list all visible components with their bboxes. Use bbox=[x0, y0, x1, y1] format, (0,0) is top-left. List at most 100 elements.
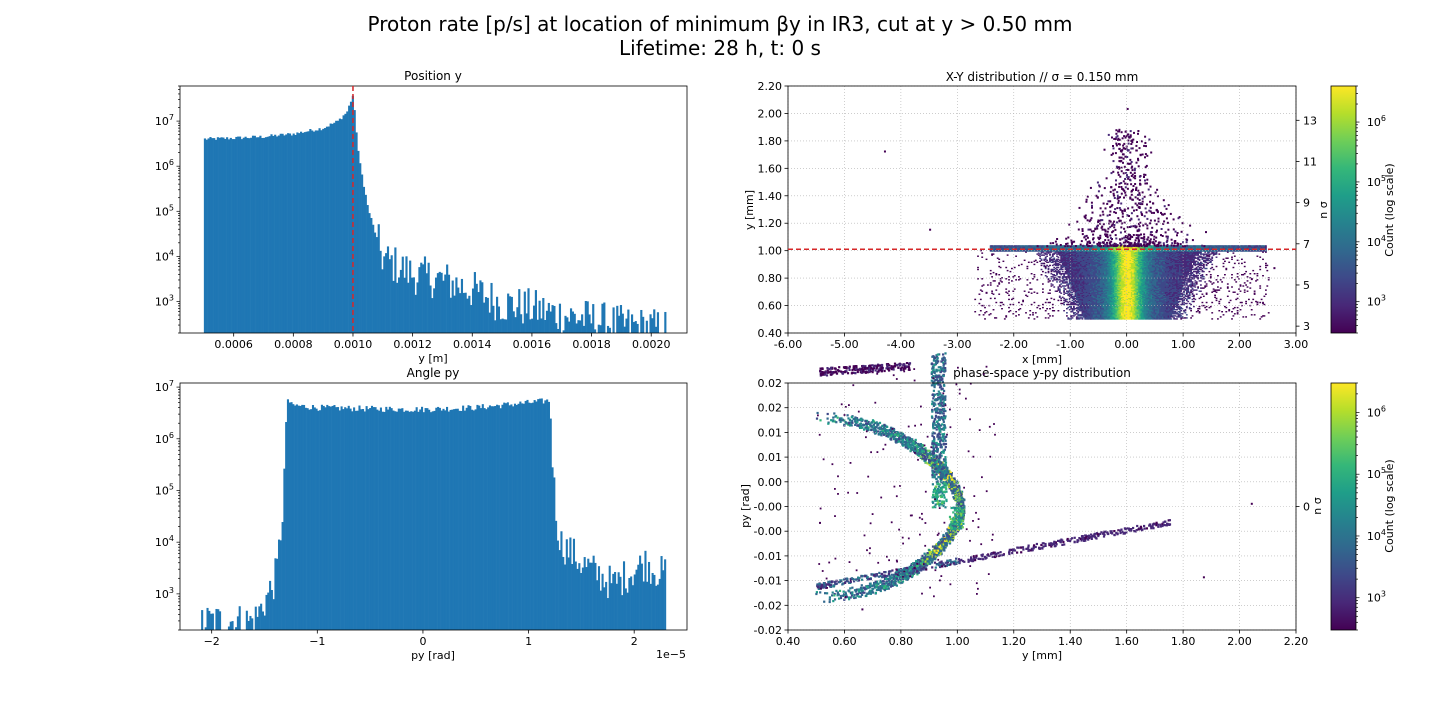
heatmap-cell bbox=[1090, 292, 1092, 294]
heatmap-cell bbox=[1184, 310, 1187, 312]
heatmap-cell bbox=[1064, 276, 1067, 278]
heatmap-cell bbox=[1105, 310, 1108, 312]
heatmap-cell bbox=[1169, 294, 1171, 297]
heatmap-cell bbox=[1164, 295, 1167, 298]
heatmap-cell bbox=[1140, 281, 1143, 283]
heatmap-cell bbox=[1121, 298, 1123, 301]
heatmap-cell bbox=[1022, 300, 1025, 303]
heatmap-cell bbox=[1111, 310, 1113, 312]
heatmap-cell bbox=[1112, 300, 1115, 303]
heatmap-cell bbox=[1091, 297, 1094, 300]
heatmap-cell bbox=[1153, 293, 1156, 295]
heatmap-cell bbox=[1098, 306, 1101, 309]
histogram-bar bbox=[457, 287, 460, 333]
heatmap-cell bbox=[1118, 298, 1121, 301]
heatmap-cell bbox=[1087, 290, 1090, 292]
heatmap-cell bbox=[1146, 280, 1149, 282]
heatmap-cell bbox=[1160, 283, 1163, 285]
heatmap-cell bbox=[1077, 300, 1080, 303]
heatmap-cell bbox=[1173, 289, 1176, 291]
heatmap-cell bbox=[1126, 316, 1129, 318]
heatmap-cell bbox=[1121, 290, 1123, 292]
heatmap-cell bbox=[1101, 303, 1104, 306]
heatmap-cell bbox=[1187, 274, 1190, 276]
heatmap-cell bbox=[1129, 267, 1132, 270]
heatmap-cell bbox=[1132, 267, 1135, 270]
heatmap-cell bbox=[1054, 279, 1057, 281]
heatmap-cell bbox=[1153, 283, 1156, 285]
heatmap-cell bbox=[1126, 298, 1129, 301]
heatmap-cell bbox=[1154, 311, 1157, 313]
heatmap-cell bbox=[1262, 275, 1264, 277]
heatmap-cell bbox=[1140, 317, 1143, 319]
heatmap-cell bbox=[1104, 278, 1106, 280]
heatmap-cell bbox=[1164, 277, 1167, 279]
heatmap-cell bbox=[1123, 293, 1126, 295]
heatmap-cell bbox=[1074, 267, 1077, 270]
heatmap-cell bbox=[1058, 295, 1061, 298]
heatmap-cell bbox=[1099, 286, 1102, 288]
histogram-bar bbox=[346, 111, 349, 333]
heatmap-cell bbox=[1092, 295, 1095, 298]
heatmap-cell bbox=[1026, 284, 1029, 286]
heatmap-cell bbox=[1063, 285, 1066, 287]
heatmap-cell bbox=[1082, 270, 1085, 273]
histogram-bar bbox=[250, 137, 253, 333]
heatmap-cell bbox=[1123, 309, 1126, 311]
heatmap-cell bbox=[1171, 278, 1174, 280]
heatmap-cell bbox=[1161, 301, 1164, 304]
heatmap-cell bbox=[1133, 278, 1136, 280]
histogram-bar bbox=[438, 271, 441, 333]
heatmap-cell bbox=[1092, 297, 1095, 300]
heatmap-cell bbox=[1066, 269, 1068, 272]
heatmap-cell bbox=[1126, 285, 1129, 287]
heatmap-cell bbox=[1123, 294, 1126, 297]
heatmap-cell bbox=[1140, 279, 1143, 281]
heatmap-cell bbox=[1123, 276, 1126, 278]
heatmap-cell bbox=[1099, 273, 1102, 275]
heatmap-cell bbox=[1140, 273, 1143, 275]
heatmap-cell bbox=[1149, 317, 1152, 319]
heatmap-cell bbox=[1112, 292, 1115, 294]
heatmap-cell bbox=[992, 293, 995, 295]
heatmap-cell bbox=[1130, 285, 1133, 287]
heatmap-cell bbox=[1085, 315, 1088, 317]
heatmap-cell bbox=[1060, 299, 1063, 302]
heatmap-cell bbox=[1047, 281, 1050, 283]
heatmap-cell bbox=[1108, 280, 1111, 282]
heatmap-cell bbox=[1194, 286, 1197, 288]
histogram-bar bbox=[597, 324, 600, 333]
heatmap-cell bbox=[1012, 290, 1015, 292]
heatmap-cell bbox=[1123, 271, 1126, 274]
heatmap-cell bbox=[1166, 299, 1169, 302]
heatmap-cell bbox=[1173, 292, 1176, 294]
heatmap-cell bbox=[1121, 295, 1123, 298]
heatmap-cell bbox=[1105, 302, 1108, 305]
heatmap-cell bbox=[1108, 288, 1111, 290]
heatmap-cell bbox=[1098, 284, 1101, 286]
heatmap-cell bbox=[1156, 305, 1159, 308]
heatmap-cell bbox=[1150, 318, 1153, 320]
heatmap-cell bbox=[1154, 284, 1157, 286]
heatmap-cell bbox=[1139, 275, 1142, 277]
heatmap-cell bbox=[1105, 308, 1108, 310]
heatmap-cell bbox=[1161, 277, 1164, 279]
heatmap-cell bbox=[1205, 292, 1208, 294]
heatmap-cell bbox=[1191, 268, 1194, 271]
heatmap-cell bbox=[1094, 316, 1097, 318]
heatmap-cell bbox=[1090, 277, 1092, 279]
heatmap-cell bbox=[1078, 296, 1081, 299]
heatmap-cell bbox=[1084, 311, 1087, 313]
heatmap-cell bbox=[1099, 274, 1102, 276]
heatmap-cell bbox=[1190, 281, 1193, 283]
heatmap-cell bbox=[1070, 269, 1073, 272]
heatmap-cell bbox=[1084, 297, 1087, 300]
heatmap-cell bbox=[1116, 277, 1119, 279]
heatmap-cell bbox=[1067, 286, 1070, 288]
heatmap-cell bbox=[1102, 297, 1105, 300]
heatmap-cell bbox=[1256, 275, 1259, 277]
heatmap-cell bbox=[1094, 284, 1097, 286]
heatmap-cell bbox=[1176, 292, 1178, 294]
heatmap-cell bbox=[1178, 315, 1181, 317]
heatmap-cell bbox=[1153, 269, 1156, 272]
